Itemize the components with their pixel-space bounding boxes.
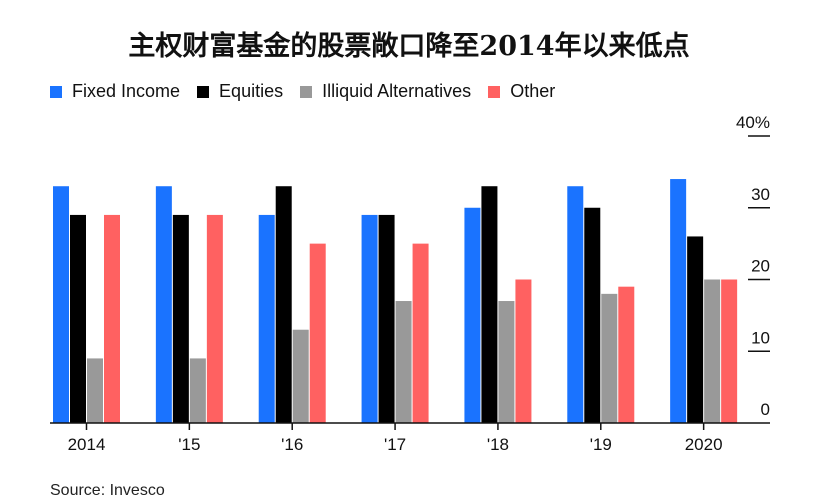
legend-label-other: Other (510, 81, 556, 101)
bar-equities (687, 236, 704, 423)
bar-fixed-income (464, 207, 481, 423)
legend-swatch-illiquid-alternatives (300, 85, 313, 98)
bar-equities (584, 207, 601, 423)
bar-equities (481, 186, 498, 423)
bar-illiquid-alternatives (395, 301, 412, 423)
source-note: Source: Invesco (50, 482, 165, 499)
bar-illiquid-alternatives (87, 358, 103, 423)
legend: Fixed Income Equities Illiquid Alternati… (50, 81, 572, 102)
legend-item-equities: Equities (197, 81, 283, 102)
legend-label-fixed-income: Fixed Income (72, 81, 181, 101)
legend-item-fixed-income: Fixed Income (50, 81, 180, 102)
bar-fixed-income (258, 214, 275, 423)
bar-other (515, 279, 532, 423)
legend-item-other: Other (488, 81, 555, 102)
x-tick-label: '15 (178, 435, 200, 454)
x-tick-label: '19 (590, 435, 612, 454)
legend-label-equities: Equities (219, 81, 284, 101)
bar-equities (70, 214, 86, 423)
bar-other (721, 279, 738, 423)
bar-illiquid-alternatives (601, 293, 618, 423)
y-tick-label: 0 (761, 400, 770, 419)
bar-fixed-income (567, 186, 584, 423)
bar-illiquid-alternatives (189, 358, 206, 423)
chart-title: 主权财富基金的股票敞口降至2014年以来低点 (128, 31, 690, 62)
bar-other (104, 214, 120, 423)
y-tick-label: 10 (751, 328, 770, 347)
bar-fixed-income (155, 186, 172, 423)
bar-fixed-income (361, 214, 378, 423)
bar-other (309, 243, 326, 423)
legend-swatch-fixed-income (50, 85, 62, 98)
bar-illiquid-alternatives (498, 301, 515, 423)
y-tick-label: 30 (751, 185, 770, 204)
bar-fixed-income (53, 186, 69, 423)
bar-illiquid-alternatives (292, 329, 309, 423)
bar-fixed-income (670, 179, 687, 423)
bar-other (206, 214, 223, 423)
bar-equities (172, 214, 189, 423)
bar-other (412, 243, 429, 423)
x-tick-label: '18 (487, 435, 509, 454)
legend-swatch-other (488, 85, 501, 98)
legend-item-illiquid-alternatives: Illiquid Alternatives (300, 81, 471, 102)
x-tick-label: 2014 (68, 435, 106, 454)
x-tick-label: '17 (384, 435, 406, 454)
y-tick-label: 40% (736, 113, 770, 132)
bar-illiquid-alternatives (704, 279, 721, 423)
bar-equities (275, 186, 292, 423)
legend-label-illiquid-alternatives: Illiquid Alternatives (322, 81, 472, 101)
x-tick-label: '16 (281, 435, 303, 454)
y-tick-label: 20 (751, 257, 770, 276)
legend-swatch-equities (197, 85, 210, 98)
x-tick-label: 2020 (685, 435, 723, 454)
bar-other (618, 286, 635, 423)
bar-equities (378, 214, 395, 423)
